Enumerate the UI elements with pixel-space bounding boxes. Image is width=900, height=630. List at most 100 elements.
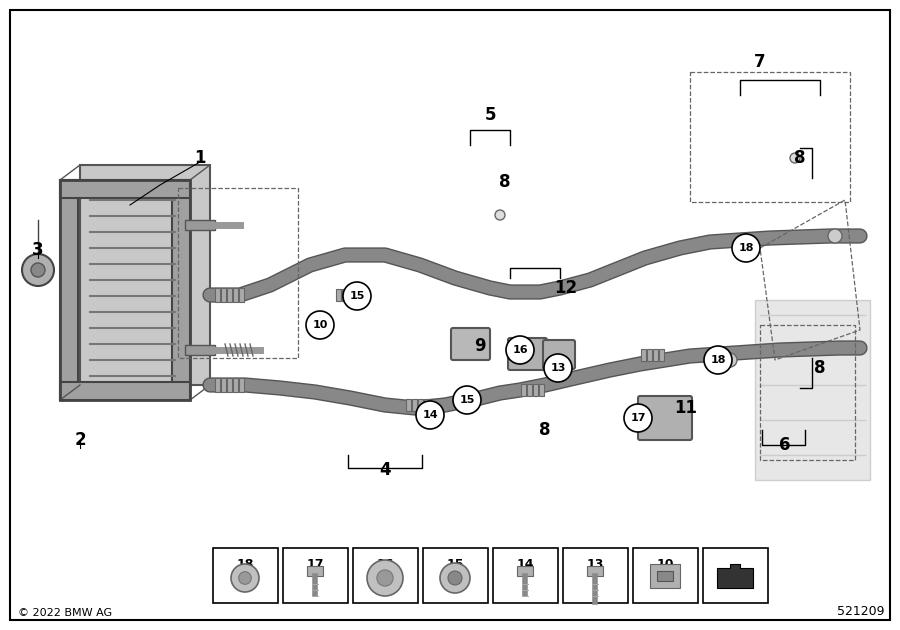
Circle shape <box>448 571 462 585</box>
Bar <box>354 289 359 301</box>
Bar <box>221 288 226 302</box>
Text: 2: 2 <box>74 431 86 449</box>
Bar <box>233 378 238 392</box>
Circle shape <box>453 386 481 414</box>
Bar <box>239 378 244 392</box>
Text: 14: 14 <box>517 558 534 571</box>
Text: 14: 14 <box>422 410 437 420</box>
Bar <box>213 548 278 603</box>
Bar <box>647 349 652 361</box>
Circle shape <box>377 570 393 586</box>
FancyBboxPatch shape <box>638 396 692 440</box>
Bar <box>587 566 603 576</box>
Bar <box>493 548 558 603</box>
Bar <box>703 548 768 603</box>
Text: 13: 13 <box>586 558 604 571</box>
Bar <box>760 325 855 460</box>
Bar <box>563 548 628 603</box>
Bar <box>418 399 423 411</box>
Bar <box>539 384 544 396</box>
Text: 11: 11 <box>674 399 698 417</box>
Bar <box>185 220 215 230</box>
Bar <box>178 188 298 358</box>
Bar <box>657 571 673 581</box>
Circle shape <box>416 401 444 429</box>
Bar <box>60 180 190 400</box>
Circle shape <box>238 571 251 584</box>
Text: 8: 8 <box>794 149 806 167</box>
Bar <box>533 384 538 396</box>
Bar <box>650 564 680 588</box>
Bar <box>659 349 664 361</box>
Circle shape <box>440 563 470 593</box>
Bar <box>406 399 411 411</box>
Text: 17: 17 <box>306 558 324 571</box>
Bar <box>215 288 220 302</box>
Bar <box>517 566 533 576</box>
Text: 1: 1 <box>194 149 206 167</box>
Circle shape <box>367 560 403 596</box>
Circle shape <box>495 210 505 220</box>
Text: 3: 3 <box>32 241 44 259</box>
Bar <box>633 548 698 603</box>
Bar <box>653 349 658 361</box>
Circle shape <box>732 234 760 262</box>
Circle shape <box>790 153 800 163</box>
Text: 521209: 521209 <box>838 605 885 618</box>
Text: 5: 5 <box>484 106 496 124</box>
Text: 4: 4 <box>379 461 391 479</box>
Bar <box>221 378 226 392</box>
Circle shape <box>22 254 54 286</box>
Bar <box>185 345 215 355</box>
Text: 8: 8 <box>814 359 826 377</box>
Text: 15: 15 <box>349 291 364 301</box>
Circle shape <box>231 564 259 592</box>
Text: 8: 8 <box>539 421 551 439</box>
Circle shape <box>624 404 652 432</box>
Text: 17: 17 <box>630 413 646 423</box>
Bar <box>227 288 232 302</box>
Bar <box>348 289 353 301</box>
Circle shape <box>723 353 737 367</box>
Circle shape <box>704 346 732 374</box>
Circle shape <box>828 229 842 243</box>
Circle shape <box>506 336 534 364</box>
Bar <box>60 382 190 400</box>
Text: 8: 8 <box>500 173 511 191</box>
Text: 16: 16 <box>512 345 527 355</box>
Text: 6: 6 <box>779 436 791 454</box>
Text: 15: 15 <box>459 395 474 405</box>
FancyBboxPatch shape <box>508 338 547 370</box>
Bar <box>641 349 646 361</box>
FancyBboxPatch shape <box>543 340 575 369</box>
Bar <box>690 72 850 202</box>
Polygon shape <box>755 300 870 480</box>
Bar <box>215 378 220 392</box>
Text: 18: 18 <box>237 558 254 571</box>
Bar <box>239 288 244 302</box>
Bar <box>60 180 78 400</box>
Bar <box>336 289 341 301</box>
Circle shape <box>544 354 572 382</box>
FancyBboxPatch shape <box>451 328 490 360</box>
Circle shape <box>31 263 45 277</box>
Bar <box>80 165 210 385</box>
Bar <box>423 548 488 603</box>
Bar <box>412 399 417 411</box>
Bar <box>521 384 526 396</box>
Text: 18: 18 <box>738 243 754 253</box>
Text: 16: 16 <box>376 558 393 571</box>
Bar <box>172 180 190 400</box>
Bar <box>233 288 238 302</box>
Bar <box>342 289 347 301</box>
Bar <box>283 548 348 603</box>
Circle shape <box>306 311 334 339</box>
Polygon shape <box>717 564 753 588</box>
Bar <box>353 548 418 603</box>
Text: 18: 18 <box>710 355 725 365</box>
Text: 12: 12 <box>554 279 578 297</box>
Text: 10: 10 <box>656 558 674 571</box>
Text: 9: 9 <box>474 337 486 355</box>
Text: 15: 15 <box>446 558 464 571</box>
Bar <box>527 384 532 396</box>
